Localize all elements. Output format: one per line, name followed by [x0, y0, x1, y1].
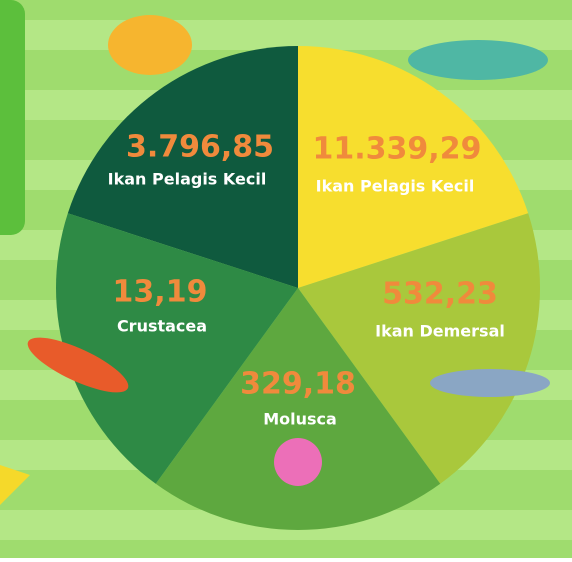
segment-label: Ikan Pelagis Kecil [108, 170, 267, 189]
segment-value: 11.339,29 [313, 132, 482, 167]
segment-value: 329,18 [240, 367, 356, 402]
segment-value: 532,23 [382, 277, 498, 312]
segment-value: 13,19 [113, 275, 208, 310]
segment-value: 3.796,85 [126, 130, 274, 165]
segment-label: Molusca [263, 410, 337, 429]
infographic: 3.796,85 Ikan Pelagis Kecil 11.339,29 Ikan … [0, 0, 572, 558]
page: {"segments": [ {"value": "3.796,85", "la… [0, 0, 572, 558]
segment-label: Ikan Demersal [375, 322, 505, 341]
segment-label: Crustacea [117, 317, 207, 336]
segment-label: Ikan Pelagis Kecil [316, 177, 475, 196]
